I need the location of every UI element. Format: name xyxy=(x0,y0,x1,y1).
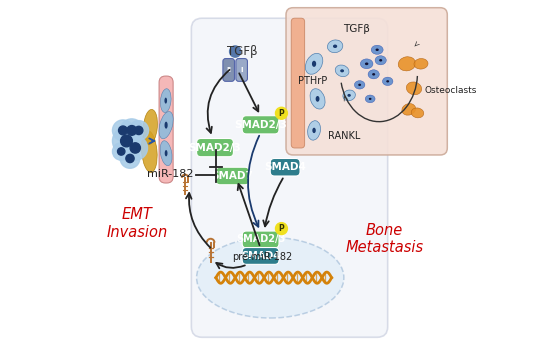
Ellipse shape xyxy=(160,141,172,166)
FancyBboxPatch shape xyxy=(191,18,388,337)
Circle shape xyxy=(276,222,287,234)
Ellipse shape xyxy=(376,49,379,51)
FancyBboxPatch shape xyxy=(236,58,247,81)
Circle shape xyxy=(129,121,148,140)
Ellipse shape xyxy=(305,54,323,74)
Text: Bone
Metastasis: Bone Metastasis xyxy=(345,223,424,255)
Text: SMAD2/3: SMAD2/3 xyxy=(234,120,287,130)
Ellipse shape xyxy=(333,45,337,48)
Circle shape xyxy=(121,135,132,147)
Ellipse shape xyxy=(386,80,389,82)
Text: RANKL: RANKL xyxy=(328,131,360,141)
Text: SMAD4: SMAD4 xyxy=(264,162,306,172)
Circle shape xyxy=(113,120,133,141)
Ellipse shape xyxy=(343,90,355,101)
FancyBboxPatch shape xyxy=(242,116,279,134)
FancyBboxPatch shape xyxy=(270,158,300,176)
Ellipse shape xyxy=(307,121,320,140)
Ellipse shape xyxy=(354,81,365,89)
Circle shape xyxy=(118,148,125,155)
Circle shape xyxy=(276,107,287,119)
Ellipse shape xyxy=(312,128,316,133)
Text: PTHrP: PTHrP xyxy=(297,76,327,86)
Ellipse shape xyxy=(348,94,351,97)
FancyBboxPatch shape xyxy=(216,167,249,185)
Ellipse shape xyxy=(335,65,349,77)
Ellipse shape xyxy=(141,131,157,172)
Ellipse shape xyxy=(165,150,167,156)
Circle shape xyxy=(126,154,134,163)
Ellipse shape xyxy=(402,103,416,115)
Circle shape xyxy=(123,136,147,160)
Ellipse shape xyxy=(411,108,424,118)
Ellipse shape xyxy=(196,237,344,318)
Circle shape xyxy=(113,127,141,155)
Ellipse shape xyxy=(372,73,375,76)
Text: TGFβ: TGFβ xyxy=(343,24,369,34)
Text: EMT
Invasion: EMT Invasion xyxy=(107,207,168,239)
Circle shape xyxy=(229,46,241,57)
Text: Osteoclasts: Osteoclasts xyxy=(425,86,477,95)
Text: SMAD7: SMAD7 xyxy=(211,171,253,181)
Ellipse shape xyxy=(360,59,373,69)
Ellipse shape xyxy=(312,61,316,67)
Circle shape xyxy=(113,143,130,160)
Ellipse shape xyxy=(375,56,386,65)
Ellipse shape xyxy=(368,70,379,79)
Ellipse shape xyxy=(328,40,343,53)
Ellipse shape xyxy=(165,122,168,129)
Text: SMAD2/3: SMAD2/3 xyxy=(189,143,242,153)
Ellipse shape xyxy=(365,62,368,65)
Ellipse shape xyxy=(379,59,382,62)
Ellipse shape xyxy=(382,77,393,86)
Circle shape xyxy=(120,149,140,168)
Ellipse shape xyxy=(414,58,428,69)
Text: II: II xyxy=(226,67,231,73)
Ellipse shape xyxy=(406,82,422,95)
Text: pre-miR-182: pre-miR-182 xyxy=(232,252,292,262)
FancyBboxPatch shape xyxy=(242,247,279,264)
Ellipse shape xyxy=(310,89,325,109)
Text: miR-182: miR-182 xyxy=(147,169,194,179)
FancyBboxPatch shape xyxy=(159,76,173,183)
Ellipse shape xyxy=(365,95,375,103)
Ellipse shape xyxy=(143,109,157,144)
Ellipse shape xyxy=(369,98,372,100)
Text: SMAD2/3: SMAD2/3 xyxy=(236,234,285,244)
Ellipse shape xyxy=(398,57,416,71)
Circle shape xyxy=(118,126,127,135)
FancyBboxPatch shape xyxy=(291,18,305,148)
Ellipse shape xyxy=(159,112,173,139)
FancyBboxPatch shape xyxy=(223,58,234,81)
Ellipse shape xyxy=(316,96,320,102)
Ellipse shape xyxy=(371,45,383,54)
Circle shape xyxy=(134,126,143,134)
Text: TGFβ: TGFβ xyxy=(227,45,257,58)
FancyBboxPatch shape xyxy=(196,138,233,157)
Text: SMAD4: SMAD4 xyxy=(241,251,280,261)
Ellipse shape xyxy=(340,69,344,73)
Text: I: I xyxy=(240,67,243,73)
Circle shape xyxy=(120,119,143,142)
Ellipse shape xyxy=(160,89,171,113)
FancyBboxPatch shape xyxy=(286,8,448,155)
Ellipse shape xyxy=(165,98,167,103)
Ellipse shape xyxy=(358,84,361,86)
Circle shape xyxy=(130,143,141,153)
Text: P: P xyxy=(278,109,285,118)
FancyBboxPatch shape xyxy=(242,231,279,248)
Circle shape xyxy=(127,126,137,135)
Text: P: P xyxy=(278,224,285,233)
